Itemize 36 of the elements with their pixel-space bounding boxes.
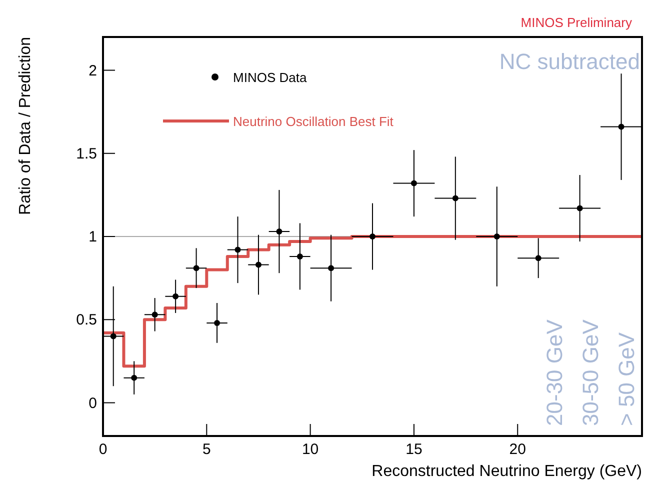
point [370, 234, 376, 240]
point [255, 262, 262, 268]
annotation: 20-30 GeV [542, 319, 567, 426]
x-tick-label: 20 [509, 441, 526, 458]
point [193, 265, 200, 272]
x-tick-label: 5 [202, 441, 211, 458]
y-tick-label: 0.5 [76, 312, 97, 329]
point [452, 195, 458, 202]
point [535, 255, 542, 262]
text: Neutrino Oscillation Best Fit [233, 114, 394, 129]
point [618, 124, 624, 130]
point [276, 228, 282, 235]
point [172, 293, 179, 300]
point [131, 374, 138, 381]
point [494, 234, 500, 240]
point [576, 205, 583, 212]
legend-label: MINOS Data [233, 70, 308, 85]
text: MINOS Preliminary [520, 15, 632, 30]
annotation: > 50 GeV [614, 332, 639, 426]
y-tick-label: 2 [88, 62, 97, 80]
y-tick-label: 1 [88, 228, 97, 246]
point [296, 253, 303, 260]
y-tick-label: 1.5 [76, 145, 97, 162]
annotation: NC subtracted [499, 49, 640, 74]
point [234, 246, 241, 253]
y-axis-title: Ratio of Data / Prediction [17, 37, 34, 215]
x-tick-label: 15 [406, 441, 422, 458]
point [110, 333, 116, 340]
point [214, 320, 220, 326]
x-tick-label: 10 [302, 441, 319, 458]
annotation: 30-50 GeV [578, 319, 603, 426]
point [152, 312, 158, 318]
point [410, 180, 417, 186]
point [328, 265, 334, 272]
x-axis-title: Reconstructed Neutrino Energy (GeV) [372, 463, 642, 480]
y-tick-label: 0 [88, 394, 97, 412]
